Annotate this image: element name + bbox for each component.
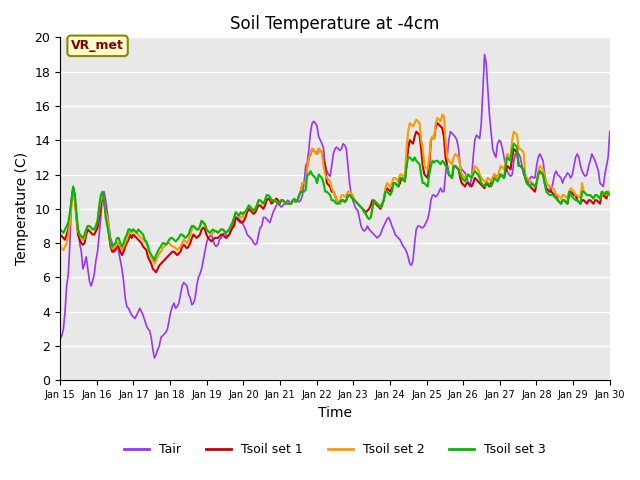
Text: VR_met: VR_met bbox=[71, 39, 124, 52]
Tsoil set 3 bbox=[593, 192, 600, 198]
Tsoil set 2 bbox=[438, 112, 446, 118]
Tair bbox=[150, 355, 158, 361]
Tsoil set 1 bbox=[477, 182, 485, 188]
Tsoil set 1 bbox=[152, 269, 160, 275]
Tair bbox=[433, 192, 441, 198]
Tair bbox=[481, 52, 488, 58]
Tair bbox=[177, 292, 184, 298]
Tsoil set 1 bbox=[86, 228, 93, 234]
Line: Tsoil set 2: Tsoil set 2 bbox=[60, 115, 610, 264]
Tsoil set 1 bbox=[433, 120, 441, 126]
Tair bbox=[606, 129, 614, 134]
Title: Soil Temperature at -4cm: Soil Temperature at -4cm bbox=[230, 15, 440, 33]
Tair bbox=[86, 278, 93, 284]
Line: Tsoil set 3: Tsoil set 3 bbox=[60, 144, 610, 260]
Tsoil set 3 bbox=[177, 232, 184, 238]
Tsoil set 2 bbox=[56, 244, 64, 250]
Line: Tair: Tair bbox=[60, 55, 610, 358]
Tsoil set 3 bbox=[476, 175, 483, 181]
Tsoil set 2 bbox=[86, 223, 93, 229]
Tsoil set 2 bbox=[177, 244, 184, 250]
Tair bbox=[593, 163, 600, 169]
Y-axis label: Temperature (C): Temperature (C) bbox=[15, 152, 29, 265]
Tsoil set 3 bbox=[150, 257, 158, 263]
Tsoil set 1 bbox=[164, 254, 172, 260]
Tsoil set 1 bbox=[593, 197, 600, 203]
Tair bbox=[164, 326, 172, 332]
X-axis label: Time: Time bbox=[318, 406, 352, 420]
Tsoil set 2 bbox=[606, 191, 614, 196]
Tsoil set 1 bbox=[435, 122, 443, 128]
Legend: Tair, Tsoil set 1, Tsoil set 2, Tsoil set 3: Tair, Tsoil set 1, Tsoil set 2, Tsoil se… bbox=[119, 438, 551, 461]
Tair bbox=[476, 136, 483, 142]
Tsoil set 2 bbox=[593, 192, 600, 198]
Tsoil set 1 bbox=[177, 249, 184, 254]
Tsoil set 3 bbox=[86, 223, 93, 229]
Tsoil set 3 bbox=[56, 227, 64, 232]
Tsoil set 3 bbox=[433, 158, 441, 164]
Tsoil set 3 bbox=[510, 141, 518, 146]
Tair bbox=[56, 336, 64, 342]
Tsoil set 3 bbox=[606, 192, 614, 198]
Tsoil set 2 bbox=[433, 115, 441, 121]
Tsoil set 1 bbox=[56, 232, 64, 238]
Tsoil set 3 bbox=[164, 240, 172, 246]
Tsoil set 1 bbox=[606, 191, 614, 196]
Tsoil set 2 bbox=[150, 261, 158, 266]
Tsoil set 2 bbox=[477, 175, 485, 181]
Tsoil set 2 bbox=[164, 240, 172, 246]
Line: Tsoil set 1: Tsoil set 1 bbox=[60, 123, 610, 272]
